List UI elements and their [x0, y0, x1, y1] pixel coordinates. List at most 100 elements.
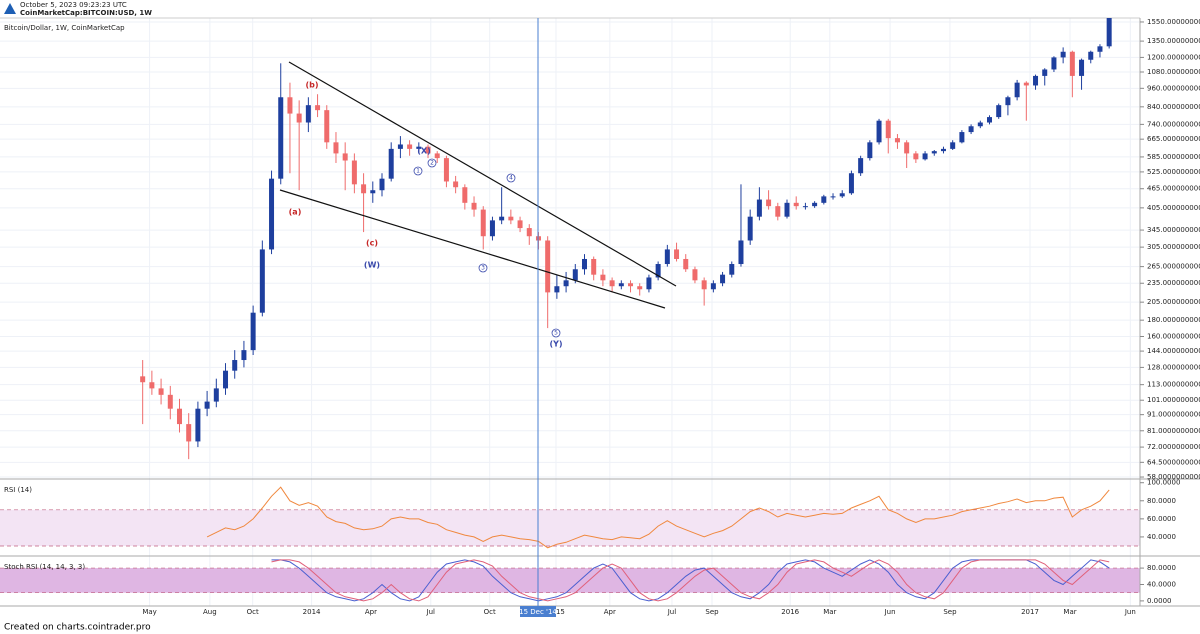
candle-body: [701, 280, 707, 290]
x-tick-label: Oct: [247, 608, 259, 616]
y-tick-label: 58.0000000000: [1147, 473, 1200, 481]
candle-body: [250, 312, 256, 351]
grid-layer: [0, 18, 1140, 606]
candle-body: [361, 184, 367, 194]
candle-body: [379, 178, 385, 191]
x-tick-label: Mar: [1063, 608, 1076, 616]
candle-body: [950, 142, 956, 149]
y-tick-label: 72.0000000000: [1147, 443, 1200, 451]
candle-body: [508, 216, 514, 221]
series-line: [271, 559, 1110, 602]
y-tick-label: 40.0000: [1147, 580, 1176, 588]
candle-body: [968, 126, 974, 133]
y-tick-label: 128.0000000000: [1147, 363, 1200, 371]
candle-body: [581, 258, 587, 270]
wave-circle: [427, 158, 437, 168]
y-tick-label: 1550.0000000000: [1147, 18, 1200, 26]
candle-body: [940, 148, 946, 152]
candle-body: [213, 388, 219, 402]
candle-body: [204, 401, 210, 409]
candle-body: [443, 158, 449, 182]
cursor-label: 15 Dec '14: [519, 608, 557, 616]
candle-body: [287, 97, 293, 114]
candle-body: [416, 146, 422, 149]
candle-body: [738, 240, 744, 265]
header-symbol: CoinMarketCap:BITCOIN:USD, 1W: [20, 9, 152, 17]
candle-body: [176, 408, 182, 425]
y-tick-label: 100.0000: [1147, 479, 1180, 487]
wave-label: 4: [509, 175, 513, 182]
candle-body: [462, 187, 468, 203]
candle-body: [922, 153, 928, 160]
candle-body: [1051, 57, 1057, 70]
candle-body: [259, 249, 265, 313]
candle-body: [839, 193, 845, 197]
candle-body: [1033, 75, 1039, 86]
candle-body: [674, 249, 680, 259]
candle-body: [342, 153, 348, 161]
x-tick-label: Aug: [203, 608, 217, 616]
y-tick-label: 740.0000000000: [1147, 120, 1200, 128]
candle-body: [729, 264, 735, 275]
y-tick-label: 60.0000: [1147, 515, 1176, 523]
candle-body: [913, 153, 919, 160]
cursor-label-box: [520, 606, 556, 617]
candle-body: [848, 173, 854, 194]
y-tick-label: 205.0000000000: [1147, 298, 1200, 306]
x-tick-label: Mar: [823, 608, 836, 616]
y-tick-label: 265.0000000000: [1147, 263, 1200, 271]
logo: [4, 3, 16, 14]
candle-body: [167, 394, 173, 409]
candle-body: [149, 382, 155, 389]
candle-body: [1014, 82, 1020, 98]
candle-body: [775, 206, 781, 217]
marks-layer: [140, 18, 1112, 602]
candle-body: [1023, 82, 1029, 86]
candle-body: [867, 142, 873, 159]
y-tick-label: 345.0000000000: [1147, 226, 1200, 234]
x-tick-label: Sep: [943, 608, 957, 616]
y-tick-label: 80.0000: [1147, 564, 1176, 572]
candle-body: [646, 277, 652, 290]
candle-body: [526, 228, 532, 237]
candle-body: [664, 249, 670, 265]
wave-label: (b): [305, 81, 318, 90]
pane-legend: Stoch RSI (14, 14, 3, 3): [4, 563, 85, 571]
wave-label: 2: [430, 160, 434, 167]
candle-body: [269, 178, 275, 250]
x-tick-label: 2016: [781, 608, 799, 616]
y-tick-label: 64.5000000000: [1147, 458, 1200, 466]
y-tick-label: 665.0000000000: [1147, 135, 1200, 143]
y-tick-label: 525.0000000000: [1147, 168, 1200, 176]
series-line: [206, 486, 1110, 549]
pane-legend: RSI (14): [4, 486, 32, 494]
candle-body: [480, 209, 486, 237]
candle-body: [931, 151, 937, 154]
y-tick-label: 180.0000000000: [1147, 316, 1200, 324]
candle-body: [1097, 46, 1103, 52]
candle-body: [618, 283, 624, 287]
x-tick-label: 2017: [1021, 608, 1039, 616]
candle-body: [710, 283, 716, 290]
y-tick-label: 1350.0000000000: [1147, 37, 1200, 45]
candle-body: [453, 181, 459, 188]
candle-body: [517, 220, 523, 229]
wave-label: (c): [366, 239, 378, 248]
y-tick-label: 405.0000000000: [1147, 204, 1200, 212]
y-tick-label: 840.0000000000: [1147, 103, 1200, 111]
y-tick-label: 585.0000000000: [1147, 153, 1200, 161]
candle-body: [1060, 51, 1066, 58]
series-line: [271, 559, 1110, 602]
y-tick-label: 113.0000000000: [1147, 381, 1200, 389]
candle-body: [1088, 51, 1094, 60]
x-tick-label: Jun: [884, 608, 896, 616]
candle-body: [830, 196, 836, 198]
trendline: [279, 189, 666, 309]
x-tick-label: 2014: [303, 608, 321, 616]
candle-body: [278, 97, 284, 179]
candle-body: [223, 370, 229, 389]
candle-body: [996, 105, 1002, 118]
candle-body: [683, 258, 689, 270]
candle-body: [904, 142, 910, 154]
